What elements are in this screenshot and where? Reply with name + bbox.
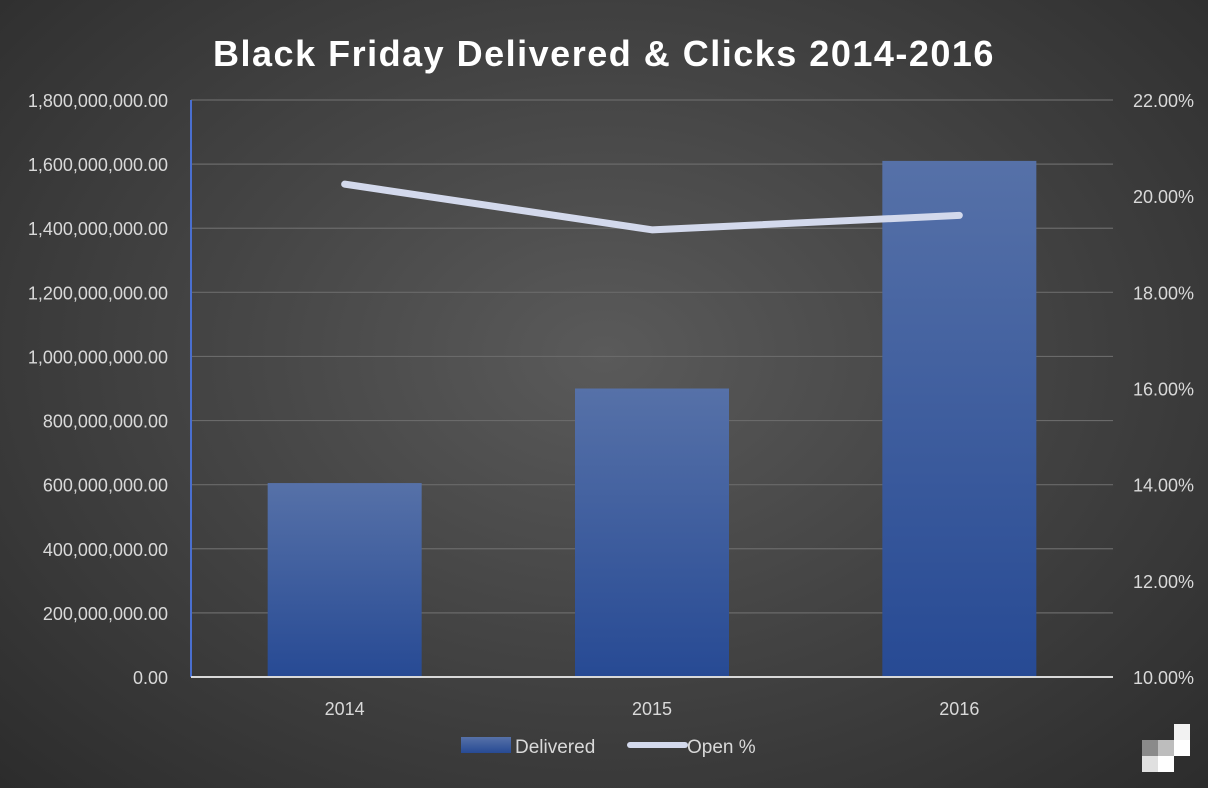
left-tick-label: 400,000,000.00 [43, 540, 168, 560]
left-tick-label: 800,000,000.00 [43, 412, 168, 432]
right-tick-label: 16.00% [1133, 380, 1194, 400]
left-tick-label: 0.00 [133, 668, 168, 688]
right-tick-label: 18.00% [1133, 283, 1194, 303]
left-tick-label: 1,800,000,000.00 [28, 91, 168, 111]
legend-label-delivered: Delivered [515, 737, 595, 758]
x-tick-label: 2016 [939, 699, 979, 719]
chart-title: Black Friday Delivered & Clicks 2014-201… [213, 33, 995, 74]
bar-delivered-2015 [575, 388, 729, 677]
legend-label-open: Open % [687, 737, 756, 758]
right-tick-label: 14.00% [1133, 476, 1194, 496]
axes [190, 100, 1113, 678]
legend: Delivered Open % [461, 737, 756, 758]
right-tick-label: 10.00% [1133, 668, 1194, 688]
bars [267, 160, 1037, 678]
x-axis-ticks: 2014 2015 2016 [325, 699, 980, 719]
bar-delivered-2016 [882, 160, 1037, 678]
right-tick-label: 22.00% [1133, 91, 1194, 111]
left-tick-label: 1,200,000,000.00 [28, 283, 168, 303]
left-tick-label: 600,000,000.00 [43, 476, 168, 496]
left-tick-label: 200,000,000.00 [43, 604, 168, 624]
right-tick-label: 12.00% [1133, 572, 1194, 592]
left-tick-label: 1,600,000,000.00 [28, 155, 168, 175]
left-tick-label: 1,400,000,000.00 [28, 219, 168, 239]
left-tick-label: 1,000,000,000.00 [28, 347, 168, 367]
right-axis-ticks: 10.00% 12.00% 14.00% 16.00% 18.00% 20.00% 22.0… [1133, 91, 1194, 688]
left-axis-ticks: 0.00 200,000,000.00 400,000,000.00 600,000,… [28, 91, 168, 688]
x-tick-label: 2014 [325, 699, 365, 719]
right-tick-label: 20.00% [1133, 187, 1194, 207]
legend-swatch-delivered [461, 737, 511, 753]
bar-delivered-2014 [267, 483, 422, 677]
watermark-logo-icon [1142, 724, 1190, 772]
x-tick-label: 2015 [632, 699, 672, 719]
line-series [341, 180, 963, 234]
line-open-percent [341, 180, 963, 234]
